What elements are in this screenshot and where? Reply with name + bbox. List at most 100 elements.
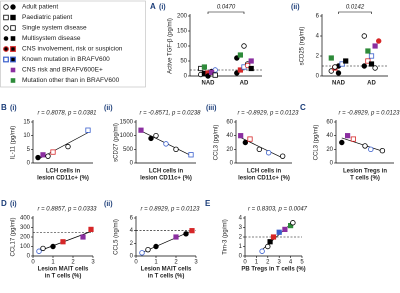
- y-tick-label: 20: [226, 147, 233, 153]
- y-tick-label: 100: [20, 244, 31, 250]
- data-point: [282, 226, 288, 232]
- x-axis-title: Lesion MAIT cells: [38, 267, 89, 273]
- x-tick-label: 1: [255, 260, 259, 266]
- y-tick-label: 2: [316, 54, 320, 60]
- y-tick-label: 200: [20, 235, 31, 241]
- legend-symbol: [10, 67, 16, 73]
- data-point: [361, 33, 367, 39]
- data-point: [259, 248, 265, 254]
- y-tick-label: 5: [27, 147, 31, 153]
- data-point: [148, 135, 154, 142]
- y-axis-title: CCL17 (pg/ml): [11, 217, 17, 256]
- data-point: [85, 127, 91, 133]
- panel-sublabel: (ii): [104, 105, 113, 112]
- y-tick-label: 10: [23, 133, 30, 139]
- data-point: [372, 65, 378, 71]
- data-point: [60, 239, 66, 245]
- stat-label: r = -0.8929, p = 0.0123: [237, 111, 299, 117]
- x-tick-label: AD: [367, 81, 376, 87]
- legend-label: Mutation other than in BRAFV600: [22, 77, 120, 84]
- data-point: [335, 70, 342, 76]
- stat-label: r = 0.8303, p = 0.0047: [248, 207, 308, 213]
- legend-symbol: [3, 4, 9, 10]
- y-axis-title: CCL3 (pg/ml): [214, 125, 220, 161]
- data-point: [343, 58, 349, 64]
- data-point: [212, 72, 218, 78]
- x-axis-title: Lesion Tregs in: [343, 169, 387, 175]
- y-tick-label: 1500: [120, 120, 134, 126]
- x-axis-title: lesion CD11c+ (%): [238, 176, 290, 182]
- y-axis-title: CCL3 (pg/ml): [314, 125, 320, 161]
- legend-label: CNS risk and BRAFV600E+: [22, 67, 103, 74]
- stat-label: r = -0.8929, p = 0.0123: [338, 111, 400, 117]
- legend-label: Single system disease: [22, 25, 87, 32]
- data-point: [328, 55, 334, 61]
- y-tick-label: 3: [239, 225, 243, 231]
- data-point: [153, 132, 159, 139]
- legend-label: Paediatric patient: [22, 14, 72, 21]
- y-tick-label: 0: [130, 161, 134, 167]
- x-tick-label: NAD: [202, 81, 216, 87]
- y-tick-label: 4: [316, 34, 320, 40]
- y-tick-label: 500: [123, 147, 134, 153]
- stat-label: r = 0.8857, p = 0.0333: [37, 207, 97, 213]
- y-tick-label: 150: [177, 29, 188, 35]
- x-axis-title: Lesion MAIT cells: [141, 267, 192, 273]
- data-point: [350, 136, 357, 142]
- data-point: [372, 43, 378, 49]
- data-point: [201, 64, 207, 70]
- x-tick-label: 2: [266, 260, 270, 266]
- legend-symbol: [10, 56, 16, 63]
- data-point: [189, 228, 195, 234]
- y-tick-label: 40: [326, 133, 333, 139]
- panel-sublabel: (iii): [206, 105, 217, 112]
- data-point: [248, 65, 254, 72]
- data-point: [35, 154, 41, 161]
- x-tick-label: AD: [240, 81, 249, 87]
- y-tick-label: 4: [130, 228, 134, 234]
- data-point: [376, 38, 382, 44]
- data-point: [173, 234, 179, 240]
- data-point: [145, 246, 151, 253]
- x-tick-label: 2: [174, 260, 178, 266]
- x-tick-label: 0: [31, 260, 35, 266]
- panel-sublabel: (ii): [104, 201, 113, 208]
- legend-symbol: [3, 56, 9, 63]
- y-tick-label: 0: [130, 254, 134, 260]
- y-tick-label: 15: [23, 120, 30, 126]
- data-point: [265, 150, 272, 156]
- data-point: [88, 226, 94, 232]
- data-point: [368, 53, 375, 59]
- y-tick-label: 20: [326, 147, 333, 153]
- x-axis-title: in T cells (%): [148, 274, 185, 280]
- data-point: [80, 234, 86, 240]
- x-axis-title: LCH cells in: [149, 169, 184, 175]
- data-point: [339, 139, 345, 146]
- stat-label: r = 0.8078, p = 0.0381: [37, 111, 96, 117]
- data-point: [248, 58, 254, 64]
- data-point: [265, 243, 271, 250]
- x-tick-label: 0: [243, 260, 247, 266]
- legend-label: Multisystem disease: [22, 35, 81, 42]
- fit-line: [341, 137, 383, 152]
- data-point: [368, 146, 374, 153]
- x-tick-label: 3: [91, 260, 95, 266]
- data-point: [267, 239, 273, 245]
- legend-symbol: [10, 25, 16, 31]
- data-point: [173, 146, 179, 153]
- panel-sublabel: (i): [10, 201, 17, 208]
- x-axis-title: LCH cells in: [247, 169, 282, 175]
- y-tick-label: 0: [27, 161, 31, 167]
- data-point: [237, 67, 243, 73]
- y-tick-label: 0: [239, 254, 243, 260]
- y-tick-label: 100: [177, 44, 188, 50]
- stat-label: r = 0.8929, p = 0.0123: [140, 207, 200, 213]
- legend-symbol: [3, 25, 9, 31]
- data-point: [241, 43, 247, 49]
- panel-letter: B: [1, 103, 7, 112]
- data-point: [279, 153, 286, 159]
- data-point: [50, 149, 56, 155]
- y-axis-title: sCD25 (ng/ml): [300, 27, 306, 66]
- data-point: [183, 231, 189, 237]
